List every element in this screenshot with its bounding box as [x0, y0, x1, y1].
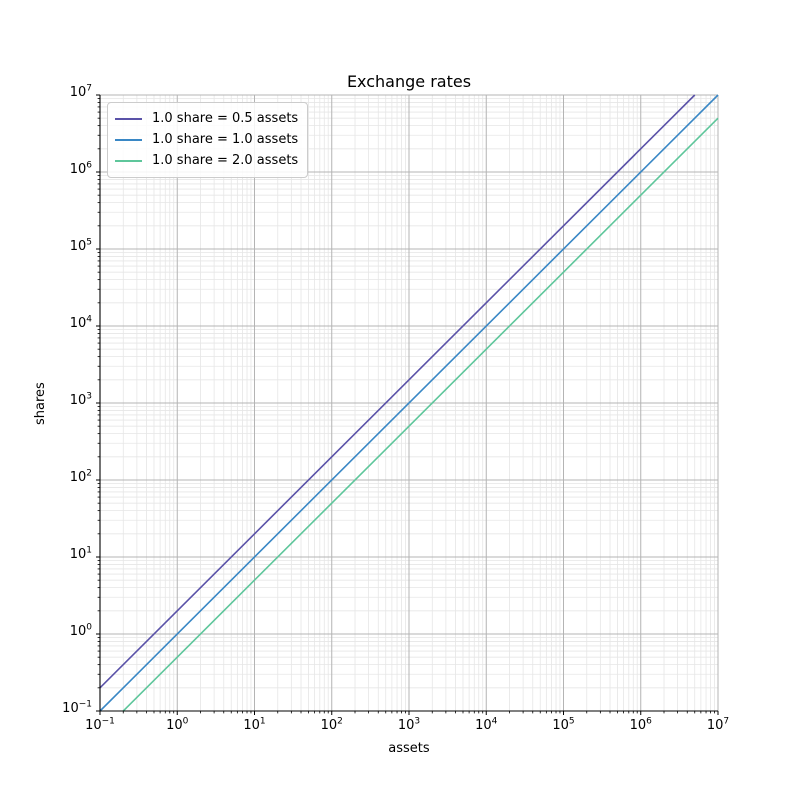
x-tick-label: 102: [320, 716, 343, 733]
series-line-2: [122, 117, 719, 712]
x-tick-label: 104: [475, 716, 498, 733]
y-tick-label: 107: [69, 83, 92, 100]
x-tick-label: 106: [629, 716, 652, 733]
legend-item-label: 1.0 share = 2.0 assets: [152, 153, 299, 168]
legend-line-swatch: [115, 138, 142, 141]
x-tick-label: 105: [552, 716, 575, 733]
x-tick-label: 103: [397, 716, 421, 733]
x-tick-label: 101: [243, 716, 266, 733]
y-tick-label: 103: [69, 391, 92, 408]
legend-line-swatch: [115, 159, 142, 162]
legend-item-label: 1.0 share = 1.0 assets: [152, 132, 299, 147]
y-tick-label: 102: [69, 468, 92, 485]
legend: 1.0 share = 0.5 assets 1.0 share = 1.0 as…: [107, 102, 309, 178]
y-axis-label: shares: [33, 382, 48, 426]
y-tick-label: 10−1: [62, 699, 92, 716]
series-line-1: [99, 94, 719, 712]
legend-item: 1.0 share = 2.0 assets: [115, 150, 298, 171]
x-tick-label: 107: [706, 716, 730, 733]
x-tick-label: 10−1: [85, 716, 115, 733]
x-axis-label: assets: [388, 741, 430, 756]
legend-line-swatch: [115, 117, 142, 120]
legend-item: 1.0 share = 1.0 assets: [115, 129, 298, 150]
y-tick-label: 106: [69, 160, 92, 177]
legend-item: 1.0 share = 0.5 assets: [115, 108, 298, 129]
y-tick-label: 105: [69, 237, 92, 254]
y-tick-label: 101: [69, 545, 92, 562]
series-line-0: [99, 94, 696, 689]
y-tick-label: 104: [69, 314, 92, 331]
legend-item-label: 1.0 share = 0.5 assets: [152, 111, 299, 126]
x-tick-label: 100: [166, 716, 189, 733]
y-tick-label: 100: [69, 622, 92, 639]
chart-title: Exchange rates: [346, 72, 472, 91]
